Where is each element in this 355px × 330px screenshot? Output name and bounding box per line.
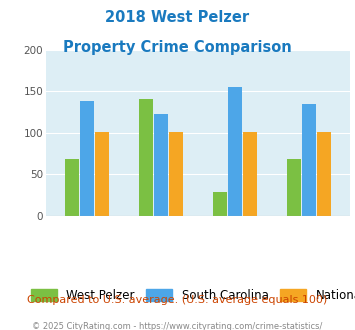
Bar	[228, 87, 242, 216]
Legend: West Pelzer, South Carolina, National: West Pelzer, South Carolina, National	[27, 285, 355, 306]
Text: Property Crime Comparison: Property Crime Comparison	[63, 40, 292, 54]
Bar	[65, 159, 79, 216]
Bar	[243, 132, 257, 216]
Text: Compared to U.S. average. (U.S. average equals 100): Compared to U.S. average. (U.S. average …	[27, 295, 328, 305]
Bar	[287, 159, 301, 216]
Bar	[139, 100, 153, 216]
Bar	[213, 192, 227, 216]
Bar	[154, 114, 168, 216]
Bar	[95, 132, 109, 216]
Bar	[317, 132, 331, 216]
Bar	[302, 104, 316, 216]
Bar	[80, 101, 94, 216]
Text: © 2025 CityRating.com - https://www.cityrating.com/crime-statistics/: © 2025 CityRating.com - https://www.city…	[32, 322, 323, 330]
Bar	[169, 132, 183, 216]
Text: 2018 West Pelzer: 2018 West Pelzer	[105, 10, 250, 25]
